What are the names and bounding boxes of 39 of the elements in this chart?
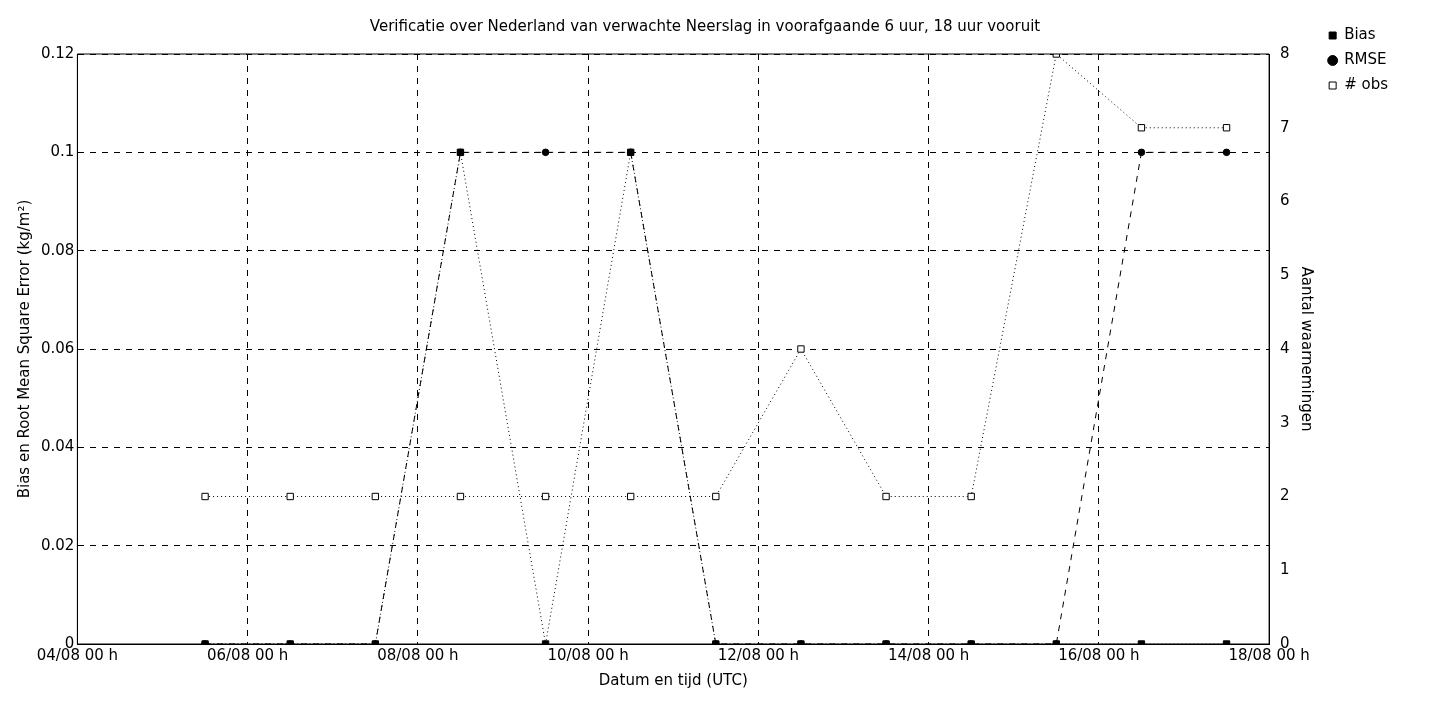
point	[967, 492, 975, 501]
legend-label: Bias	[1344, 25, 1376, 44]
y-tick-label: 0.02	[40, 535, 75, 554]
y-axis-title: Bias en Root Mean Square Error (kg/m²)	[14, 199, 33, 499]
y2-tick-label: 5	[1280, 265, 1290, 284]
point	[371, 492, 380, 501]
point	[286, 492, 294, 501]
chart-title: Verificatie over Nederland van verwachte Neerslag in voorafgaande 6 uur, 18 uur vooruit	[369, 16, 1041, 35]
x-tick-label: 10/08 00 h	[547, 645, 629, 664]
y-tick-label: 0.12	[40, 43, 75, 62]
point	[1137, 124, 1146, 132]
point	[882, 492, 890, 501]
y2-tick-label: 6	[1280, 191, 1290, 210]
x-tick-label: 14/08 00 h	[887, 645, 970, 664]
point	[797, 345, 805, 353]
point	[627, 492, 635, 501]
y2-tick-label: 8	[1280, 43, 1290, 62]
x-tick-label: 06/08 00 h	[206, 645, 289, 664]
y2-tick-label: 3	[1280, 412, 1290, 431]
x-axis-title: Datum en tijd (UTC)	[598, 670, 748, 689]
y-tick-label: 0.04	[40, 437, 75, 456]
legend-label: RMSE	[1344, 50, 1387, 69]
legend-label: # obs	[1344, 75, 1389, 94]
point	[456, 492, 465, 501]
point	[201, 492, 209, 501]
y2-axis-title: Aantal waarnemingen	[1297, 266, 1316, 432]
point	[712, 492, 720, 501]
y-tick-label: 0.1	[50, 142, 75, 161]
y2-tick-label: 2	[1280, 486, 1290, 505]
y-tick-label: 0.08	[40, 240, 75, 259]
point	[541, 492, 550, 501]
x-tick-label: 08/08 00 h	[377, 645, 459, 664]
y-tick-label: 0.06	[40, 338, 75, 357]
point	[1222, 124, 1231, 132]
y2-tick-label: 7	[1280, 117, 1290, 136]
x-tick-label: 16/08 00 h	[1058, 645, 1140, 664]
y2-tick-label: 1	[1280, 560, 1290, 579]
x-tick-label: 12/08 00 h	[717, 645, 800, 664]
y2-tick-label: 4	[1280, 338, 1290, 357]
